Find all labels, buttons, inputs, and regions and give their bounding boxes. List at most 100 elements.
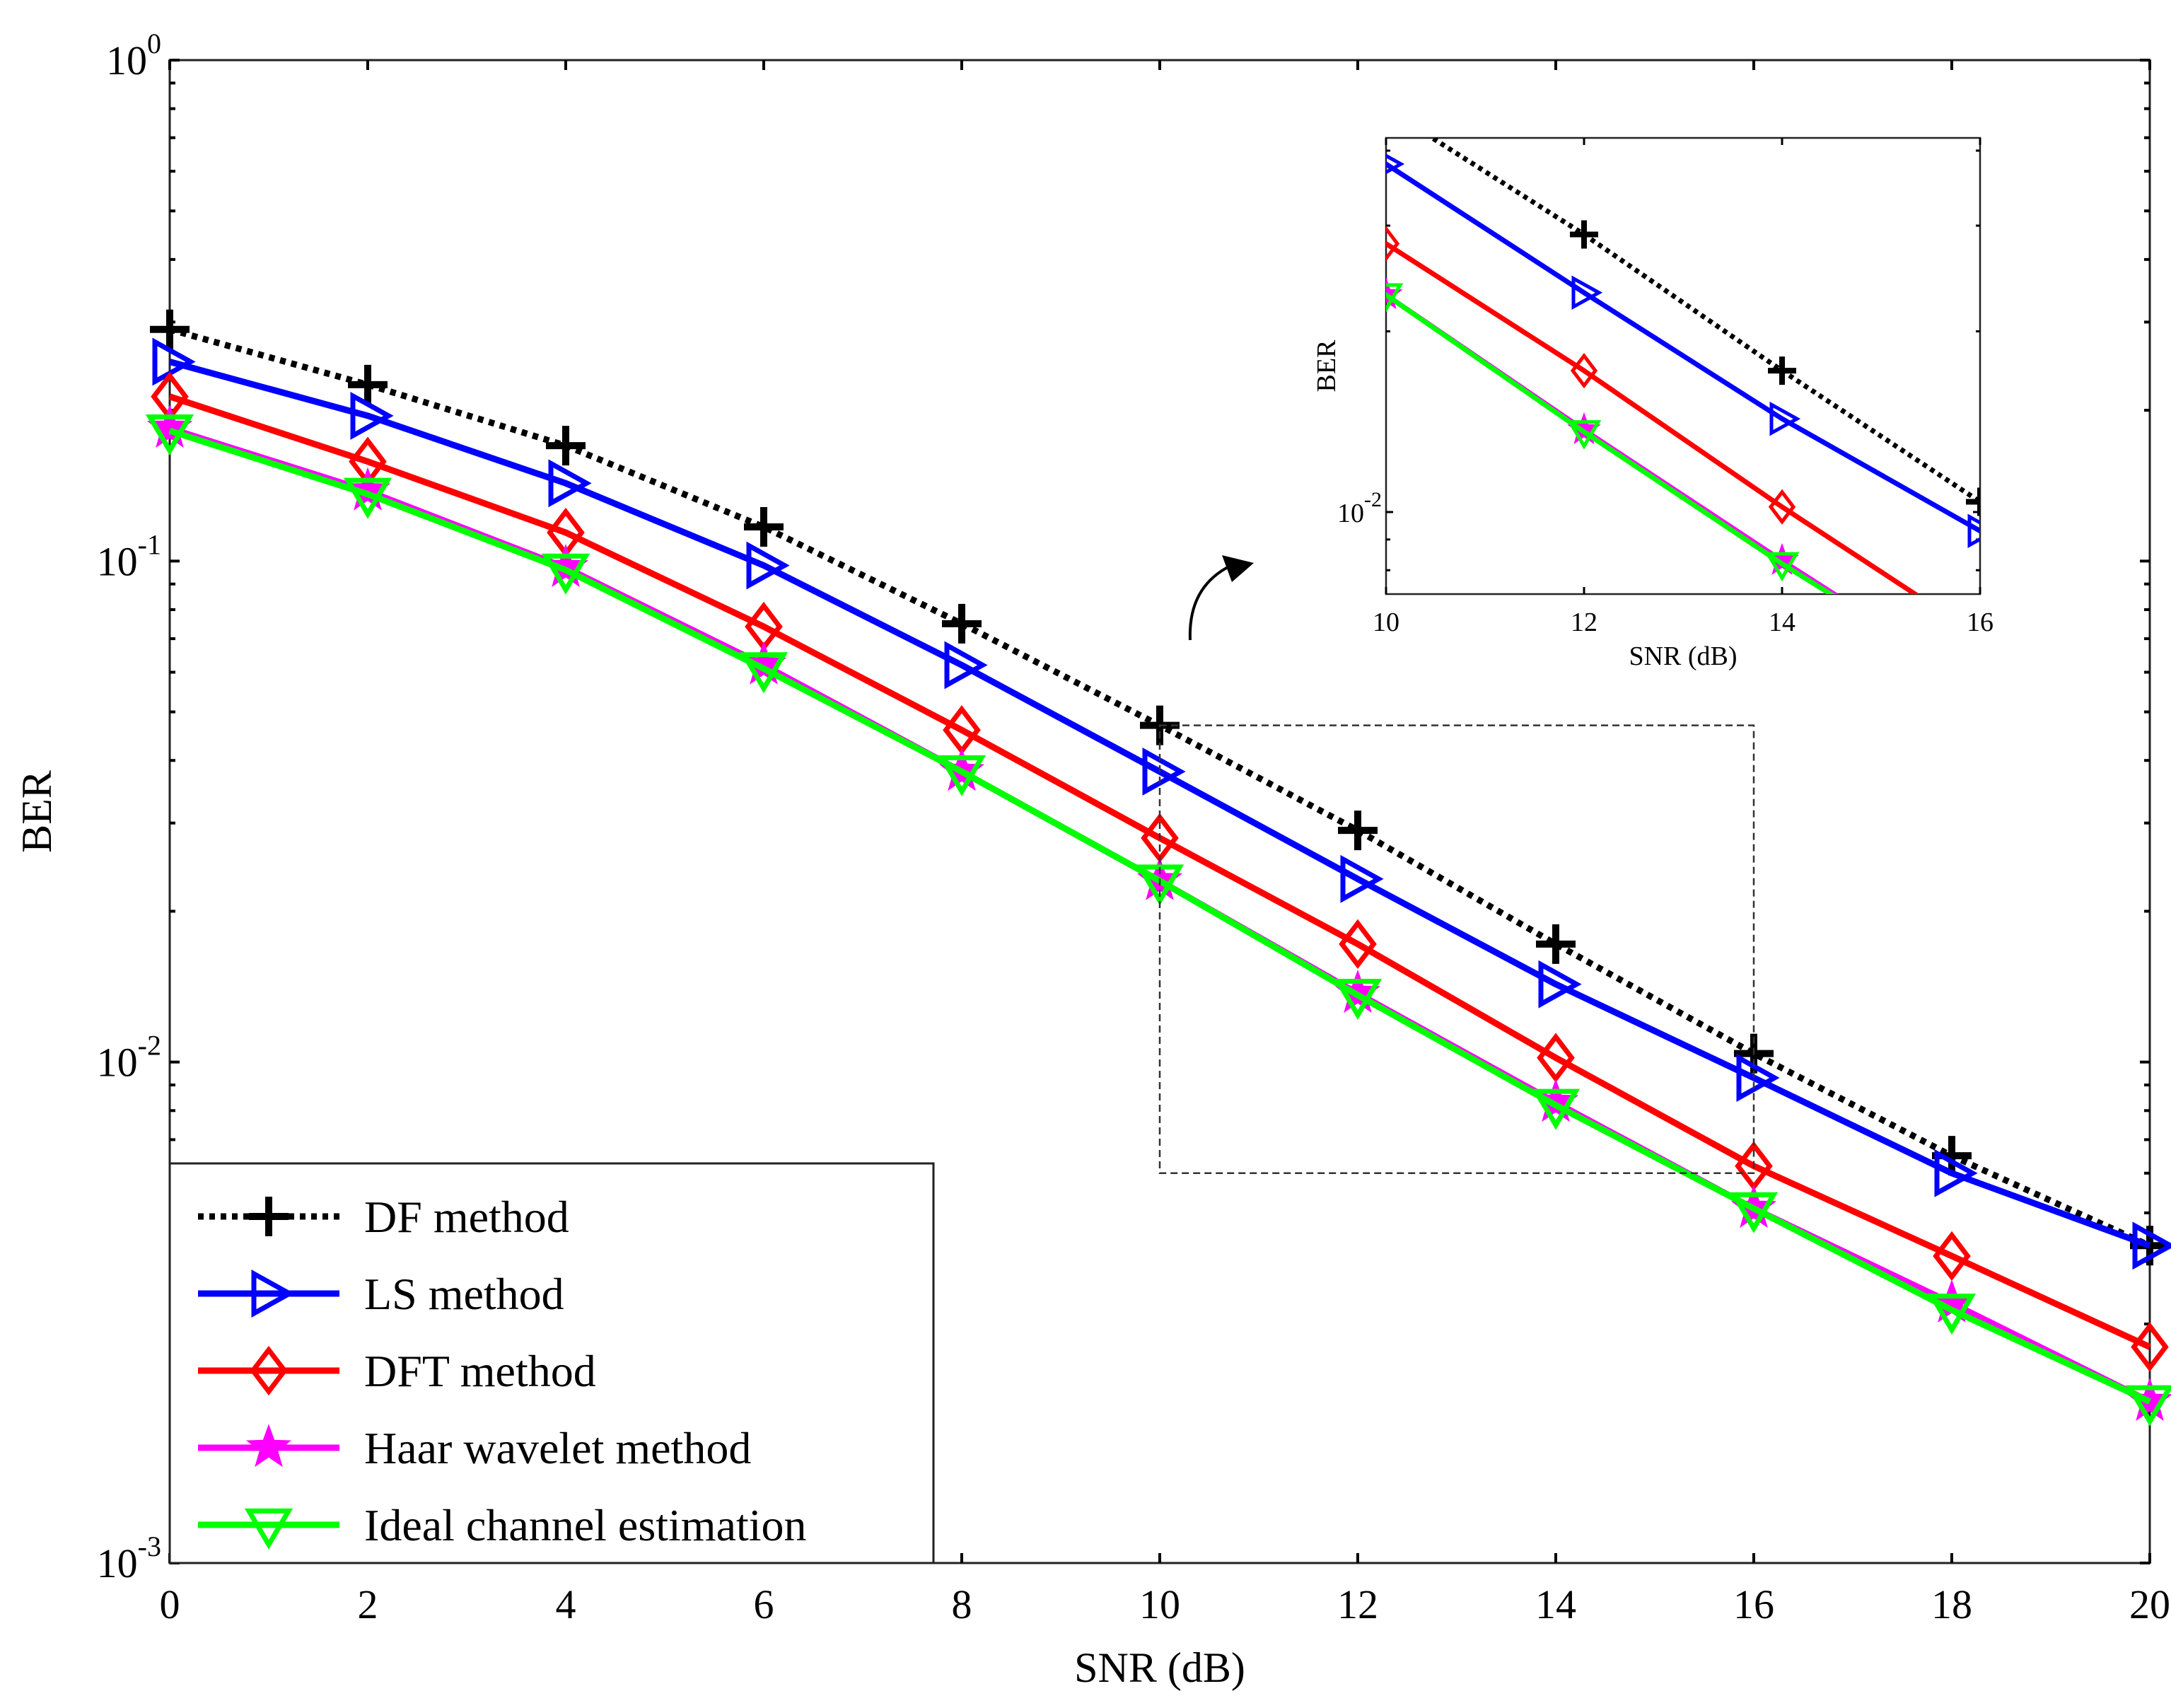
legend-entry-ls-method: LS method: [198, 1269, 564, 1319]
inset-point-6: [975, 21, 1005, 49]
legend-label: LS method: [364, 1269, 564, 1319]
legend-marker: [249, 1197, 289, 1236]
main-point-6: [744, 507, 784, 547]
inset-point-8: [1174, 0, 1202, 1]
inset-point-18: [2164, 799, 2171, 823]
inset-point-18: [2167, 730, 2171, 760]
main-point-14: [1531, 1088, 1581, 1130]
y-tick-label-base: 10: [97, 538, 138, 584]
inset-point-6: [976, 30, 1004, 54]
inset-point-14: [1764, 552, 1800, 582]
x-tick-label: 16: [1733, 1581, 1774, 1627]
inset-series-df-method: [1174, 0, 2171, 639]
x-tick-label: 0: [160, 1581, 180, 1627]
inset-point-16: [1967, 513, 1980, 548]
main-point-6: [746, 541, 790, 590]
legend-marker: [251, 1270, 295, 1318]
main-point-8: [937, 755, 986, 796]
y-tick-label-exponent: -2: [138, 1030, 161, 1062]
y-tick-label-exponent: -1: [138, 528, 161, 560]
inset-x-axis-label: SNR (dB): [1629, 641, 1737, 671]
inset-x-tick-label: 10: [1373, 608, 1399, 637]
y-tick-label-exponent: 0: [147, 28, 161, 59]
x-tick-label: 4: [556, 1581, 576, 1627]
y-axis-label: BER: [13, 770, 60, 853]
legend-entry-ideal-channel-estimation: Ideal channel estimation: [198, 1500, 807, 1550]
legend-entry-haar-wavelet-method: Haar wavelet method: [198, 1423, 751, 1473]
x-tick-label: 14: [1535, 1581, 1576, 1627]
y-tick-label-exponent: -3: [138, 1530, 161, 1562]
inset-area: [1385, 136, 1981, 596]
inset-y-axis-label: BER: [1312, 339, 1341, 393]
main-point-10: [1135, 864, 1185, 906]
main-point-8: [944, 641, 988, 690]
legend-box: [168, 1162, 935, 1564]
y-tick-label-base: 10: [97, 1040, 138, 1086]
x-tick-label: 12: [1337, 1581, 1378, 1627]
zoom-arrow: [1188, 564, 1231, 641]
inset-point-14: [1768, 356, 1796, 385]
y-tick-label: 10-2: [97, 1030, 161, 1086]
x-axis-label: SNR (dB): [1074, 1644, 1245, 1691]
inset-series-ls-method: [1177, 22, 2171, 659]
inset-y-tick-label-base: 10: [1337, 499, 1364, 528]
inset-point-16: [1966, 487, 1980, 516]
inset-series-dft-method: [1386, 226, 2171, 760]
inset-point-10: [1386, 226, 1400, 262]
inset-x-tick-label: 12: [1571, 608, 1597, 637]
main-point-12: [1339, 919, 1377, 970]
main-point-12: [1333, 978, 1383, 1020]
inset-point-10: [1386, 283, 1404, 313]
y-tick-label: 10-1: [97, 528, 161, 584]
main-point-0: [145, 414, 194, 456]
inset-point-14: [1768, 489, 1796, 525]
main-point-4: [548, 459, 592, 508]
main-point-18: [1934, 1149, 1978, 1197]
inset-point-12: [1570, 220, 1598, 249]
main-point-0: [150, 309, 190, 349]
inset-x-tick-label: 14: [1769, 608, 1795, 637]
main-point-4: [541, 553, 590, 595]
inset-point-12: [1571, 275, 1603, 310]
x-tick-label: 8: [952, 1581, 972, 1627]
legend-label: Haar wavelet method: [364, 1423, 751, 1473]
zoom-rectangle: [1158, 724, 1755, 1175]
legend-label: DF method: [364, 1192, 569, 1242]
legend-entry-df-method: DF method: [198, 1192, 569, 1242]
main-point-20: [2131, 1322, 2169, 1372]
x-tick-label: 2: [358, 1581, 378, 1627]
inset-point-10: [1386, 153, 1405, 175]
main-point-6: [739, 652, 788, 694]
x-tick-label: 10: [1139, 1581, 1180, 1627]
main-point-8: [942, 603, 982, 644]
main-point-2: [350, 391, 394, 440]
y-tick-label: 100: [106, 28, 161, 83]
inset-point-18: [2164, 610, 2171, 639]
main-point-20: [2125, 1385, 2171, 1427]
main-point-12: [1338, 811, 1378, 851]
main-point-14: [1536, 924, 1576, 964]
legend: DF method LS method DFT method Haar wavelet…: [168, 1162, 935, 1564]
main-point-14: [1538, 960, 1582, 1009]
main-point-20: [2132, 1221, 2171, 1270]
main-point-0: [152, 337, 196, 386]
main-point-10: [1142, 748, 1186, 796]
inset-point-14: [1769, 401, 1801, 436]
main-point-16: [1729, 1192, 1779, 1233]
inset-point-8: [1177, 22, 1203, 50]
legend-label: Ideal channel estimation: [364, 1500, 807, 1550]
main-point-2: [348, 364, 388, 405]
inset-point-12: [1570, 352, 1598, 389]
inset-series-ideal-channel-estimation: [976, 30, 2171, 823]
y-tick-label-base: 10: [106, 37, 147, 83]
y-tick-label: 10-3: [97, 1530, 161, 1586]
main-point-2: [343, 477, 392, 519]
inset-point-18: [2167, 631, 2171, 659]
main-point-14: [1537, 1033, 1575, 1083]
zoom-arrow-head: [1222, 555, 1254, 582]
inset-y-tick-label: 10-2: [1337, 488, 1382, 528]
inset-point-18: [2163, 786, 2171, 814]
main-point-4: [546, 426, 586, 466]
